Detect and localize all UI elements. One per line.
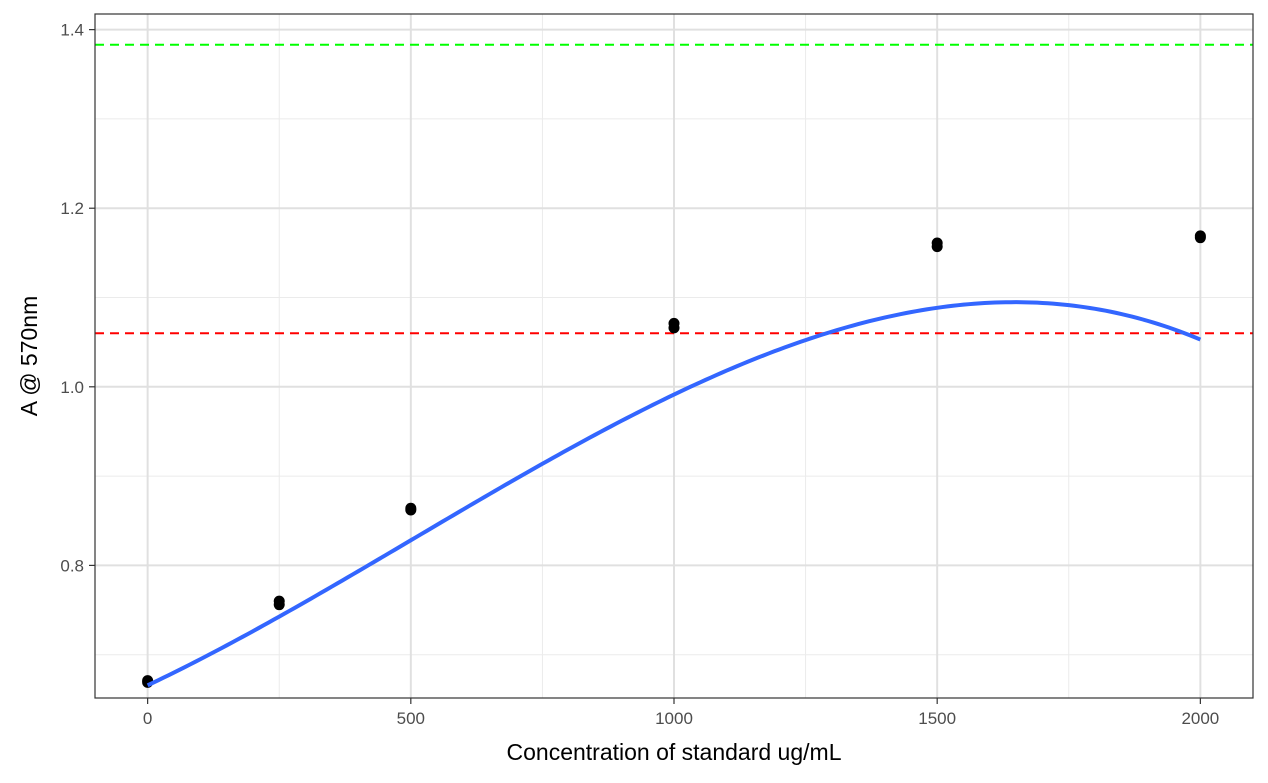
x-axis-title: Concentration of standard ug/mL bbox=[507, 739, 842, 765]
y-axis: 0.8 1.0 1.2 1.4 bbox=[60, 21, 95, 575]
data-point bbox=[668, 322, 680, 334]
y-tick-label: 0.8 bbox=[60, 556, 84, 575]
x-tick-label: 1500 bbox=[918, 709, 956, 728]
plot-panel bbox=[94, 13, 1254, 699]
y-tick-label: 1.0 bbox=[60, 378, 84, 397]
fit-curve bbox=[146, 300, 1202, 688]
y-tick-label: 1.4 bbox=[60, 21, 84, 40]
data-point bbox=[405, 504, 417, 516]
x-tick-label: 500 bbox=[397, 709, 425, 728]
major-gridlines bbox=[95, 14, 1253, 698]
y-axis-title: A @ 570nm bbox=[16, 296, 42, 417]
x-tick-label: 2000 bbox=[1181, 709, 1219, 728]
x-tick-label: 0 bbox=[143, 709, 152, 728]
x-tick-label: 1000 bbox=[655, 709, 693, 728]
y-tick-label: 1.2 bbox=[60, 199, 84, 218]
data-point bbox=[931, 241, 943, 253]
data-point bbox=[273, 599, 285, 611]
x-axis: 0 500 1000 1500 2000 bbox=[143, 698, 1219, 728]
data-point bbox=[1194, 232, 1206, 244]
